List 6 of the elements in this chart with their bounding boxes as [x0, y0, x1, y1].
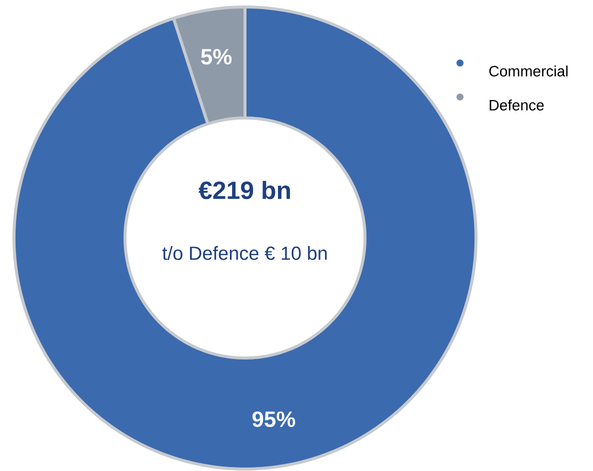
- text: €219 bn: [198, 180, 290, 200]
- data-label: 5%: [201, 48, 232, 65]
- legend-label: Commercial: [489, 65, 568, 76]
- text: t/o Defence € 10 bn: [162, 246, 327, 260]
- legend-label: Defence: [490, 99, 544, 110]
- data-label: 95%: [252, 411, 296, 428]
